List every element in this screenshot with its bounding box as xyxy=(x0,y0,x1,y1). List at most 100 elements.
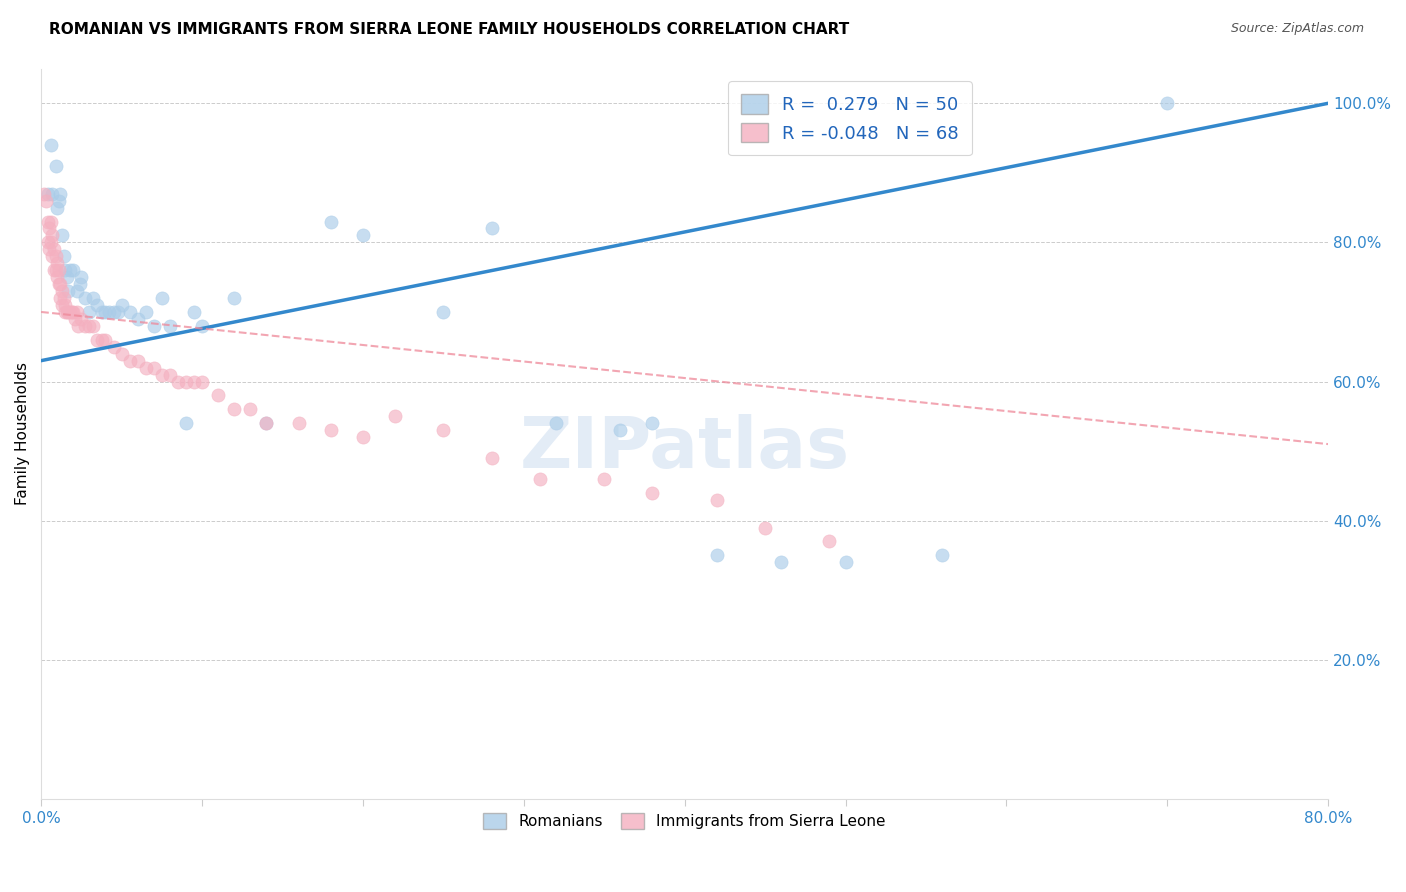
Point xyxy=(818,534,841,549)
Legend: Romanians, Immigrants from Sierra Leone: Romanians, Immigrants from Sierra Leone xyxy=(477,806,891,835)
Point xyxy=(481,221,503,235)
Point xyxy=(641,416,664,430)
Point xyxy=(70,312,93,326)
Point xyxy=(118,353,141,368)
Point xyxy=(174,416,197,430)
Point xyxy=(39,138,62,153)
Point xyxy=(56,270,79,285)
Point xyxy=(1156,96,1178,111)
Point xyxy=(82,318,104,333)
Point xyxy=(38,243,60,257)
Point xyxy=(39,235,62,250)
Point xyxy=(94,305,117,319)
Point xyxy=(183,305,205,319)
Point xyxy=(127,353,149,368)
Point xyxy=(53,298,76,312)
Point xyxy=(142,360,165,375)
Point xyxy=(107,305,129,319)
Point xyxy=(45,159,67,173)
Point xyxy=(544,416,567,430)
Point xyxy=(46,201,69,215)
Point xyxy=(110,298,132,312)
Point xyxy=(59,305,82,319)
Point xyxy=(529,472,551,486)
Point xyxy=(110,347,132,361)
Point xyxy=(97,305,120,319)
Point xyxy=(35,194,58,208)
Point xyxy=(65,305,87,319)
Point xyxy=(609,423,631,437)
Point xyxy=(65,284,87,298)
Point xyxy=(150,368,173,382)
Point xyxy=(159,318,181,333)
Point xyxy=(183,375,205,389)
Point xyxy=(34,186,56,201)
Point xyxy=(45,249,67,263)
Point xyxy=(56,305,79,319)
Point xyxy=(39,214,62,228)
Point xyxy=(37,235,59,250)
Point xyxy=(53,305,76,319)
Point xyxy=(174,375,197,389)
Point xyxy=(37,186,59,201)
Point xyxy=(224,291,246,305)
Point xyxy=(91,333,114,347)
Point xyxy=(931,549,953,563)
Point xyxy=(150,291,173,305)
Point xyxy=(62,263,84,277)
Point xyxy=(91,305,114,319)
Point xyxy=(834,555,856,569)
Point xyxy=(51,298,73,312)
Point xyxy=(67,318,90,333)
Point xyxy=(58,305,80,319)
Point xyxy=(287,416,309,430)
Point xyxy=(254,416,277,430)
Point xyxy=(49,277,72,292)
Point xyxy=(191,375,214,389)
Point xyxy=(41,228,63,243)
Point xyxy=(239,402,262,417)
Point xyxy=(384,409,406,424)
Point xyxy=(48,263,70,277)
Point xyxy=(706,492,728,507)
Point xyxy=(319,423,342,437)
Point xyxy=(41,186,63,201)
Point xyxy=(41,249,63,263)
Text: ZIPatlas: ZIPatlas xyxy=(520,414,849,483)
Point xyxy=(79,305,101,319)
Point xyxy=(45,263,67,277)
Point xyxy=(207,388,229,402)
Point xyxy=(46,270,69,285)
Point xyxy=(70,270,93,285)
Point xyxy=(51,284,73,298)
Point xyxy=(49,186,72,201)
Point xyxy=(48,277,70,292)
Point xyxy=(53,263,76,277)
Point xyxy=(127,312,149,326)
Point xyxy=(37,214,59,228)
Point xyxy=(641,485,664,500)
Point xyxy=(82,291,104,305)
Point xyxy=(86,333,108,347)
Point xyxy=(754,520,776,534)
Point xyxy=(319,214,342,228)
Point xyxy=(58,284,80,298)
Point xyxy=(52,291,75,305)
Point xyxy=(103,305,125,319)
Point xyxy=(159,368,181,382)
Point xyxy=(352,228,374,243)
Point xyxy=(142,318,165,333)
Point xyxy=(118,305,141,319)
Point xyxy=(79,318,101,333)
Point xyxy=(46,256,69,270)
Point xyxy=(166,375,188,389)
Point xyxy=(49,291,72,305)
Point xyxy=(69,277,91,292)
Point xyxy=(86,298,108,312)
Point xyxy=(254,416,277,430)
Point xyxy=(38,221,60,235)
Point xyxy=(191,318,214,333)
Point xyxy=(42,263,65,277)
Point xyxy=(706,549,728,563)
Point xyxy=(73,318,96,333)
